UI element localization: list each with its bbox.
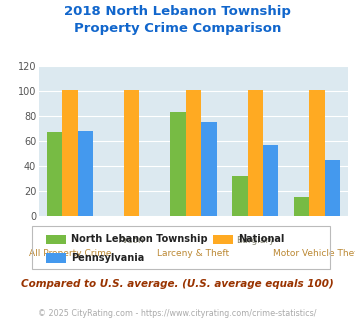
Text: Pennsylvania: Pennsylvania <box>71 253 144 263</box>
Text: 2018 North Lebanon Township
Property Crime Comparison: 2018 North Lebanon Township Property Cri… <box>64 5 291 35</box>
Text: National: National <box>238 234 284 244</box>
Bar <box>170 112 186 216</box>
Bar <box>78 131 93 216</box>
Bar <box>201 122 217 216</box>
Bar <box>62 90 78 216</box>
Bar <box>232 176 247 216</box>
Text: Burglary: Burglary <box>236 236 274 245</box>
Bar <box>124 90 140 216</box>
Text: North Lebanon Township: North Lebanon Township <box>71 234 208 244</box>
Text: Compared to U.S. average. (U.S. average equals 100): Compared to U.S. average. (U.S. average … <box>21 279 334 289</box>
Bar <box>186 90 201 216</box>
Bar <box>294 197 309 216</box>
Bar <box>263 145 278 216</box>
Bar <box>247 90 263 216</box>
Bar <box>309 90 325 216</box>
Text: All Property Crime: All Property Crime <box>29 249 111 258</box>
Bar <box>325 160 340 216</box>
Text: © 2025 CityRating.com - https://www.cityrating.com/crime-statistics/: © 2025 CityRating.com - https://www.city… <box>38 309 317 317</box>
Bar <box>47 132 62 216</box>
Text: Larceny & Theft: Larceny & Theft <box>157 249 230 258</box>
Text: Arson: Arson <box>119 236 144 245</box>
Text: Motor Vehicle Theft: Motor Vehicle Theft <box>273 249 355 258</box>
